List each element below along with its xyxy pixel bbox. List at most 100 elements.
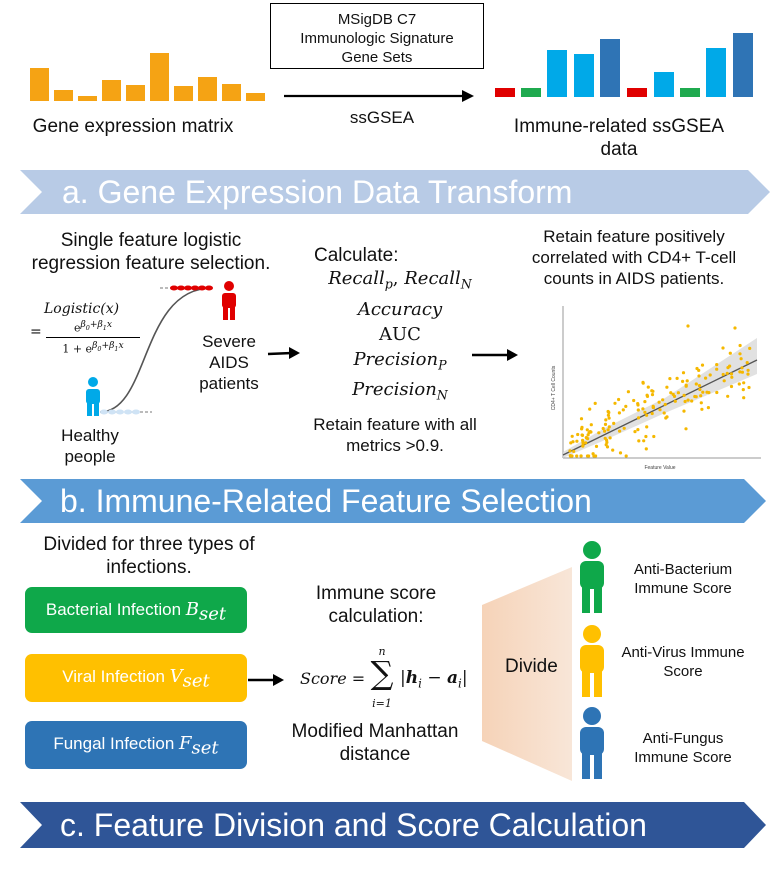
immune-ssgsea-label: Immune-related ssGSEA data	[513, 116, 725, 160]
scatter-point	[742, 396, 746, 400]
scatter-point	[585, 428, 589, 432]
metric-precision: Precision	[353, 348, 439, 370]
scatter-point	[603, 422, 608, 426]
formula-lhs: Logistic(x)	[44, 301, 120, 317]
scatter-point	[684, 427, 688, 431]
scatter-point	[633, 430, 637, 434]
scatter-point	[636, 428, 640, 432]
divide-fan	[482, 567, 572, 781]
formula-numerator: eβ0+β1x	[73, 319, 113, 335]
scatter-point	[715, 390, 719, 395]
scatter-point	[662, 411, 666, 415]
metric-precision-n-row: PrecisionN	[300, 377, 500, 408]
scatter-point	[742, 381, 746, 385]
scatter-point	[681, 379, 685, 383]
scatter-point	[698, 387, 702, 392]
scatter-point	[669, 391, 673, 395]
scatter-point	[663, 402, 667, 407]
green-person-icon	[580, 541, 604, 613]
scatter-ylabel: CD4+ T Cell Counts	[551, 365, 557, 410]
scatter-point	[579, 454, 583, 458]
fungal-symbol: F	[179, 733, 192, 754]
scatter-point	[643, 400, 647, 404]
score-formula: Score = n ∑ i=1 |hi − ai|	[300, 645, 480, 715]
scatter-point	[699, 394, 703, 398]
formula-bar	[46, 336, 140, 338]
scatter-point	[581, 443, 585, 447]
scatter-point	[658, 408, 662, 412]
scatter-point	[694, 395, 698, 399]
scatter-point	[606, 413, 610, 417]
viral-symbol: V	[169, 666, 183, 687]
ssgsea-label: ssGSEA	[349, 108, 415, 127]
fungal-set-sub: set	[191, 737, 219, 759]
scatter-point	[686, 324, 690, 328]
scatter-point	[642, 439, 646, 443]
scatter-point	[575, 439, 579, 443]
metrics-list: Recallp, RecallN Accuracy AUC PrecisionP…	[300, 266, 500, 408]
scatter-points	[568, 324, 752, 458]
scatter-point	[699, 401, 703, 405]
scatter-point	[580, 433, 585, 437]
scatter-point	[608, 436, 612, 440]
scatter-point	[607, 425, 611, 429]
score-person-icons	[580, 541, 604, 779]
scatter-point	[682, 409, 686, 413]
scatter-point	[738, 370, 742, 374]
scatter-point	[618, 429, 622, 433]
scatter-point	[607, 410, 611, 415]
scatter-point	[733, 326, 737, 330]
scatter-point	[605, 445, 610, 449]
scatter-point	[636, 416, 641, 420]
banner-c-shape	[20, 802, 766, 848]
anti-virus-label: Anti-Virus Immune Score	[621, 644, 745, 680]
formula-fraction: eβ0+β1x 1 + eβ0+β1x	[44, 318, 142, 356]
healthy-label: Healthy people	[61, 426, 119, 466]
confidence-band	[563, 338, 757, 458]
fungal-infection-box: Fungal Infection Fset	[25, 721, 247, 769]
arrow-to-scatter	[472, 349, 518, 361]
scatter-point	[645, 425, 649, 429]
metric-recall-row: Recallp, RecallN	[328, 268, 472, 292]
scatter-point	[690, 399, 694, 403]
severe-person-icon	[222, 281, 236, 320]
anti-bacterium-label: Anti-Bacterium Immune Score	[633, 561, 733, 597]
metric-precision-p-sub: P	[438, 357, 447, 373]
scatter-point	[646, 385, 650, 389]
divided-text: Divided for three types of infections.	[43, 534, 255, 578]
scatter-point	[701, 390, 705, 394]
scatter-point	[644, 447, 648, 451]
scatter-point	[708, 373, 712, 377]
scatter-point	[594, 444, 599, 448]
scatter-point	[594, 454, 598, 458]
scatter-point	[729, 384, 734, 389]
scatter-point	[580, 425, 584, 429]
banner-b-shape	[20, 479, 766, 523]
scatter-point	[641, 407, 645, 411]
scatter-xlabel: Feature Value	[644, 465, 675, 471]
bacterial-infection-box: Bacterial Infection Bset	[25, 587, 247, 633]
scatter-point	[721, 372, 725, 377]
scatter-point	[728, 351, 732, 355]
severe-label: Severe AIDS patients	[199, 332, 259, 393]
scatter-point	[681, 371, 686, 375]
score-body: |hi − ai|	[400, 668, 468, 691]
manhattan-text: Modified Manhattan distance	[291, 721, 459, 765]
sigmoid-curve	[99, 287, 213, 413]
banner-a-shape	[20, 170, 770, 214]
scatter-point	[603, 429, 607, 433]
scatter-point	[601, 426, 605, 431]
scatter-point	[617, 411, 621, 415]
scatter-point	[694, 382, 698, 386]
msigdb-line3: Gene Sets	[341, 49, 413, 66]
scatter-point	[622, 426, 626, 430]
formula-numerator-exp: β0+β1x	[80, 319, 113, 332]
scatter-point	[626, 390, 630, 394]
scatter-point	[644, 434, 648, 439]
immune-calc-title: Immune score calculation:	[315, 583, 437, 627]
scatter-point	[747, 385, 751, 390]
scatter-point	[604, 418, 608, 422]
scatter-point	[726, 394, 730, 398]
scatter-point	[725, 371, 729, 375]
scatter-point	[643, 410, 647, 414]
